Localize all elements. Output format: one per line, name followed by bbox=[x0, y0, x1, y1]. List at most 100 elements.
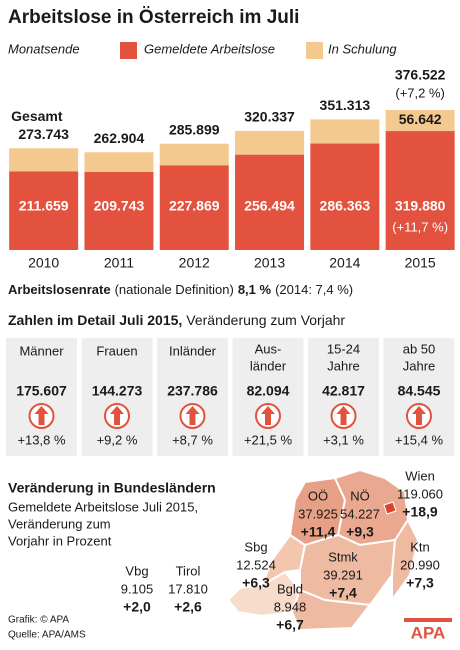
x-tick-label: 2014 bbox=[329, 255, 360, 271]
bar-segment bbox=[385, 131, 455, 250]
x-tick-label: 2013 bbox=[254, 255, 285, 271]
detail-change: +9,2 % bbox=[97, 432, 138, 447]
legend-title: Monatsende bbox=[8, 41, 80, 56]
state-change: +7,4 bbox=[329, 585, 357, 601]
detail-label: 15-24 bbox=[327, 341, 360, 356]
total-label: 285.899 bbox=[169, 121, 220, 137]
total-label: 262.904 bbox=[94, 130, 145, 146]
logo: APA bbox=[411, 623, 446, 642]
state-value: 119.060 bbox=[397, 486, 443, 501]
detail-value: 144.273 bbox=[92, 383, 143, 399]
bar-segment bbox=[159, 143, 229, 166]
detail-label: Männer bbox=[19, 343, 64, 358]
state-value: 12.524 bbox=[236, 557, 276, 572]
detail-box bbox=[6, 338, 77, 456]
up-arrow bbox=[34, 406, 49, 425]
detail-value: 42.817 bbox=[322, 383, 365, 399]
x-tick-label: 2011 bbox=[104, 255, 134, 271]
x-tick-label: 2015 bbox=[405, 255, 436, 271]
rate-previous: (2014: 7,4 %) bbox=[275, 282, 353, 297]
state-name: Vbg bbox=[125, 563, 148, 578]
state-change: +6,3 bbox=[242, 575, 270, 591]
legend-swatch bbox=[120, 42, 137, 59]
state-name: OÖ bbox=[308, 488, 328, 503]
up-arrow bbox=[110, 406, 124, 425]
rate-line: Arbeitslosenrate (nationale Definition) 8,… bbox=[8, 282, 353, 297]
bar-segment bbox=[159, 165, 229, 250]
detail-subtitle: Veränderung zum Vorjahr bbox=[186, 312, 345, 328]
detail-value: 175.607 bbox=[16, 383, 67, 399]
state-value: 39.291 bbox=[323, 567, 363, 582]
detail-value: 84.545 bbox=[398, 383, 441, 399]
detail-value: 82.094 bbox=[247, 383, 290, 399]
rate-label: Arbeitslosenrate bbox=[8, 282, 111, 297]
state-change: +2,6 bbox=[174, 599, 202, 615]
map-carinthia bbox=[290, 588, 372, 632]
detail-box bbox=[232, 338, 304, 456]
bar-value-label: 256.494 bbox=[244, 198, 295, 214]
detail-box bbox=[81, 338, 153, 456]
bar-segment bbox=[84, 152, 154, 173]
total-annotation: (+7,2 %) bbox=[395, 85, 445, 100]
state-name: Ktn bbox=[410, 539, 430, 554]
state-value: 8.948 bbox=[274, 599, 307, 614]
state-change: +6,7 bbox=[276, 617, 304, 633]
detail-change: +13,8 % bbox=[17, 432, 66, 447]
detail-value: 237.786 bbox=[167, 383, 218, 399]
legend-label: Gemeldete Arbeitslose bbox=[144, 41, 275, 56]
bar-segment bbox=[235, 130, 305, 155]
footer-source: Quelle: APA/AMS bbox=[8, 630, 86, 641]
bar-segment bbox=[9, 148, 79, 172]
state-name: NÖ bbox=[350, 488, 370, 503]
up-arrow bbox=[185, 406, 200, 425]
detail-box bbox=[308, 338, 379, 456]
total-label: 320.337 bbox=[244, 109, 295, 125]
bar-value-label: 286.363 bbox=[320, 198, 371, 214]
bar-segment bbox=[310, 119, 380, 144]
up-arrow bbox=[336, 406, 351, 425]
state-name: Sbg bbox=[244, 539, 267, 554]
state-change: +7,3 bbox=[406, 575, 434, 591]
detail-box bbox=[157, 338, 228, 456]
detail-label: Inländer bbox=[169, 343, 217, 358]
detail-change: +3,1 % bbox=[323, 432, 364, 447]
x-tick-label: 2010 bbox=[28, 255, 59, 271]
bar-segment bbox=[385, 110, 455, 132]
detail-label: ab 50 bbox=[403, 341, 436, 356]
detail-label: länder bbox=[250, 358, 287, 373]
bar-segment bbox=[9, 171, 79, 250]
total-label: 351.313 bbox=[320, 97, 371, 113]
state-name: Tirol bbox=[176, 563, 201, 578]
state-name: Stmk bbox=[328, 549, 358, 564]
detail-change: +15,4 % bbox=[395, 432, 444, 447]
states-title: Veränderung in Bundesländern bbox=[8, 480, 216, 496]
detail-change: +21,5 % bbox=[244, 432, 293, 447]
detail-title: Zahlen im Detail Juli 2015, bbox=[8, 312, 182, 328]
detail-label: Frauen bbox=[96, 343, 137, 358]
states-description: Vorjahr in Prozent bbox=[8, 533, 112, 548]
logo-bar bbox=[404, 618, 452, 622]
total-annotation: Gesamt bbox=[11, 108, 63, 124]
bar-value-label: 319.880 bbox=[395, 198, 446, 214]
state-change: +11,4 bbox=[301, 524, 336, 540]
bar-value-label: 227.869 bbox=[169, 198, 220, 214]
state-value: 20.990 bbox=[400, 557, 440, 572]
chart-title: Arbeitslose in Österreich im Juli bbox=[8, 7, 299, 28]
up-arrow bbox=[412, 406, 426, 425]
bar-value-label: 211.659 bbox=[19, 198, 69, 214]
state-change: +9,3 bbox=[346, 524, 374, 540]
states-description: Gemeldete Arbeitslose Juli 2015, bbox=[8, 499, 198, 514]
map bbox=[226, 468, 420, 632]
bar-change-label: (+11,7 %) bbox=[392, 219, 448, 234]
detail-box bbox=[383, 338, 455, 456]
detail-label: Jahre bbox=[327, 358, 360, 373]
legend-swatch bbox=[306, 42, 323, 59]
up-arrow bbox=[261, 406, 275, 425]
state-change: +18,9 bbox=[402, 504, 438, 520]
state-name: Wien bbox=[405, 468, 435, 483]
legend-label: In Schulung bbox=[328, 41, 397, 56]
detail-label: Aus- bbox=[255, 341, 282, 356]
bar-value-label: 56.642 bbox=[399, 111, 442, 127]
state-value: 37.925 bbox=[298, 506, 338, 521]
bar-segment bbox=[235, 154, 305, 250]
